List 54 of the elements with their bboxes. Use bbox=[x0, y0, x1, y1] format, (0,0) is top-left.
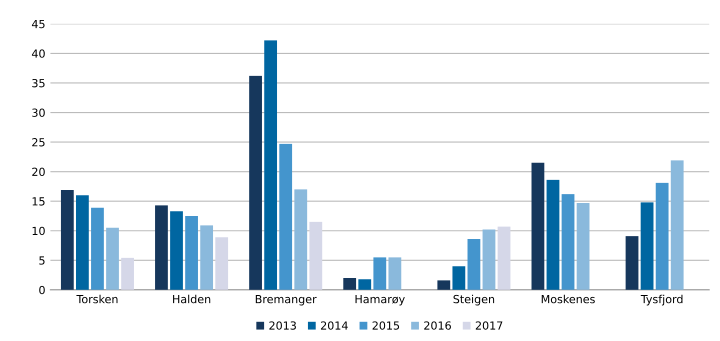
y-tick-label: 45 bbox=[32, 20, 45, 28]
bar bbox=[185, 216, 198, 290]
bar bbox=[155, 205, 168, 290]
y-tick-label: 0 bbox=[39, 286, 45, 294]
bar bbox=[60, 190, 74, 290]
bar bbox=[388, 257, 402, 290]
bar bbox=[249, 76, 262, 290]
bar bbox=[373, 257, 386, 290]
bar bbox=[106, 228, 119, 290]
legend-label: 2016 bbox=[424, 321, 451, 330]
bar bbox=[170, 211, 183, 290]
x-tick-label: Bremanger bbox=[256, 295, 317, 306]
bar bbox=[576, 202, 590, 290]
y-tick-label: 25 bbox=[32, 138, 45, 146]
y-tick-label: 35 bbox=[32, 78, 45, 88]
bar bbox=[309, 222, 322, 290]
x-tick-label: Hamarøy bbox=[356, 295, 405, 306]
bar bbox=[91, 208, 104, 290]
y-tick-label: 15 bbox=[32, 197, 45, 206]
bar bbox=[546, 180, 560, 290]
bar bbox=[437, 280, 450, 290]
bar bbox=[468, 239, 480, 290]
x-tick-label: Halden bbox=[173, 294, 210, 304]
bar bbox=[264, 40, 278, 290]
y-tick-label: 5 bbox=[39, 256, 45, 265]
bar bbox=[670, 160, 684, 290]
legend-label: 2015 bbox=[372, 321, 400, 330]
bar bbox=[200, 225, 214, 290]
y-tick-label: 10 bbox=[32, 226, 45, 236]
bar bbox=[532, 162, 544, 290]
bar bbox=[279, 144, 292, 290]
bar bbox=[656, 182, 669, 290]
x-tick-label: Moskenes bbox=[542, 294, 595, 304]
x-tick-label: Torsken bbox=[76, 294, 118, 304]
x-tick-label: Tysfjord bbox=[640, 294, 682, 306]
y-tick-label: 40 bbox=[32, 49, 45, 58]
legend-label: 2017 bbox=[476, 321, 502, 330]
bar bbox=[358, 279, 372, 290]
bar bbox=[76, 195, 89, 290]
bar bbox=[215, 237, 228, 290]
legend-label: 2014 bbox=[320, 321, 348, 330]
bar bbox=[626, 236, 638, 290]
bar bbox=[482, 230, 496, 290]
bar bbox=[294, 189, 308, 290]
bar bbox=[640, 202, 654, 290]
legend-label: 2013 bbox=[269, 321, 296, 330]
bar bbox=[343, 278, 356, 290]
bar bbox=[498, 226, 510, 290]
bar bbox=[562, 194, 574, 290]
y-tick-label: 20 bbox=[32, 168, 45, 176]
y-tick-label: 30 bbox=[32, 108, 45, 117]
x-tick-label: Steigen bbox=[454, 294, 494, 306]
bar bbox=[452, 266, 466, 290]
bar bbox=[121, 258, 134, 290]
